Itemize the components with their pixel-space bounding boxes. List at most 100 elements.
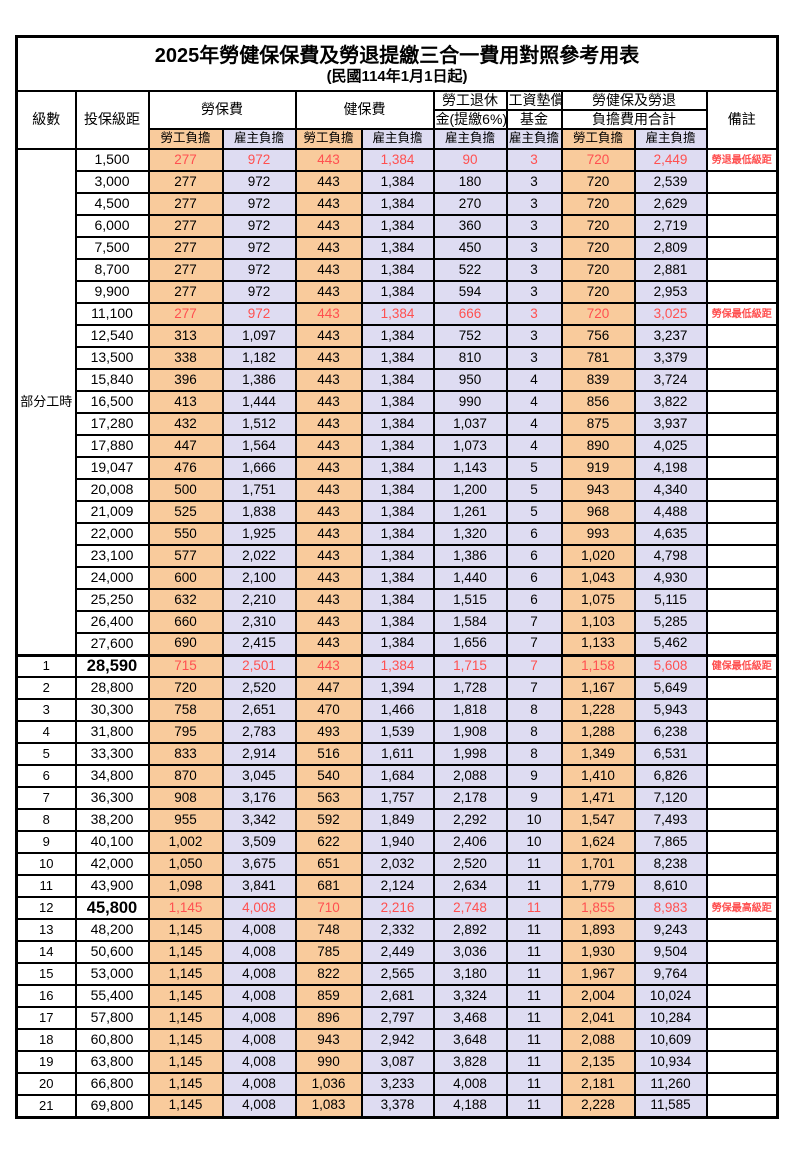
remark-cell <box>705 808 779 832</box>
table-row: 24,000 600 2,100 443 1,384 1,440 6 1,043 4,930 <box>17 566 779 590</box>
bracket-cell: 17,280 <box>74 412 150 436</box>
value-cell: 1,384 <box>360 456 435 480</box>
value-cell: 6,826 <box>633 764 708 788</box>
value-cell: 277 <box>147 236 224 260</box>
value-cell: 563 <box>294 786 363 810</box>
value-cell: 1,471 <box>560 786 636 810</box>
value-cell: 1,701 <box>560 852 636 876</box>
value-cell: 6 <box>505 588 563 612</box>
value-cell: 720 <box>147 676 224 700</box>
value-cell: 5,608 <box>633 653 708 678</box>
value-cell: 10 <box>505 830 563 854</box>
value-cell: 413 <box>147 390 224 414</box>
value-cell: 1,145 <box>147 984 224 1008</box>
value-cell: 2,651 <box>221 698 297 722</box>
level-cell: 5 <box>15 742 77 766</box>
remark-cell <box>705 544 779 568</box>
value-cell: 443 <box>294 258 363 282</box>
bracket-cell: 9,900 <box>74 280 150 304</box>
table-row: 部分工時 1,500 277 972 443 1,384 90 3 720 2,449 勞退最低級距 <box>15 148 779 656</box>
value-cell: 443 <box>294 324 363 348</box>
value-cell: 4,008 <box>221 1072 297 1096</box>
table-row: 8,700 277 972 443 1,384 522 3 720 2,881 <box>17 258 779 282</box>
table-row: 18 60,800 1,145 4,008 943 2,942 3,648 11 2,088 10… <box>15 1028 779 1052</box>
value-cell: 443 <box>294 632 363 656</box>
value-cell: 4,008 <box>221 896 297 920</box>
remark-cell <box>705 1028 779 1052</box>
value-cell: 277 <box>147 192 224 216</box>
value-cell: 5,462 <box>633 632 708 656</box>
remark-cell <box>705 456 779 480</box>
value-cell: 1,779 <box>560 874 636 898</box>
remark-cell <box>705 192 779 216</box>
value-cell: 1,751 <box>221 478 297 502</box>
subheader-employee: 勞工負擔 <box>147 128 224 150</box>
value-cell: 1,145 <box>147 962 224 986</box>
value-cell: 9 <box>505 764 563 788</box>
value-cell: 1,757 <box>360 786 435 810</box>
value-cell: 1,611 <box>360 742 435 766</box>
value-cell: 6,531 <box>633 742 708 766</box>
value-cell: 1,444 <box>221 390 297 414</box>
remark-cell <box>705 434 779 458</box>
title-cell: 2025年勞健保保費及勞退提繳三合一費用對照參考用表 (民國114年1月1日起) <box>15 35 779 92</box>
value-cell: 600 <box>147 566 224 590</box>
value-cell: 4,930 <box>633 566 708 590</box>
value-cell: 7,120 <box>633 786 708 810</box>
value-cell: 9,243 <box>633 918 708 942</box>
value-cell: 5 <box>505 500 563 524</box>
value-cell: 1,515 <box>432 588 508 612</box>
value-cell: 443 <box>294 500 363 524</box>
value-cell: 277 <box>147 170 224 194</box>
bracket-cell: 1,500 <box>74 148 150 172</box>
header-remark: 備註 <box>705 90 779 150</box>
bracket-cell: 31,800 <box>74 720 150 744</box>
remark-cell <box>705 236 779 260</box>
value-cell: 3,045 <box>221 764 297 788</box>
table-row: 1 28,590 715 2,501 443 1,384 1,715 7 1,158 5,608 健… <box>15 653 779 678</box>
value-cell: 3,025 <box>633 302 708 326</box>
bracket-cell: 19,047 <box>74 456 150 480</box>
remark-cell <box>705 1050 779 1074</box>
value-cell: 1,384 <box>360 566 435 590</box>
value-cell: 11 <box>505 940 563 964</box>
value-cell: 180 <box>432 170 508 194</box>
remark-cell <box>705 522 779 546</box>
value-cell: 4,008 <box>221 940 297 964</box>
value-cell: 632 <box>147 588 224 612</box>
value-cell: 10,284 <box>633 1006 708 1030</box>
level-cell: 3 <box>15 698 77 722</box>
header-row-1: 級數 投保級距 勞保費 健保費 勞工退休 工資墊償 勞健保及勞退 備註 <box>15 90 779 150</box>
value-cell: 4,008 <box>221 1028 297 1052</box>
value-cell: 1,145 <box>147 1094 224 1118</box>
bracket-cell: 11,100 <box>74 302 150 326</box>
table-row: 10 42,000 1,050 3,675 651 2,032 2,520 11 1,701 8,… <box>15 852 779 876</box>
value-cell: 1,145 <box>147 1006 224 1030</box>
table-row: 11 43,900 1,098 3,841 681 2,124 2,634 11 1,779 8,… <box>15 874 779 898</box>
remark-cell <box>705 346 779 370</box>
value-cell: 720 <box>560 214 636 238</box>
value-cell: 11,585 <box>633 1094 708 1118</box>
value-cell: 2,501 <box>221 653 297 678</box>
value-cell: 3 <box>505 324 563 348</box>
value-cell: 270 <box>432 192 508 216</box>
value-cell: 1,200 <box>432 478 508 502</box>
value-cell: 1,002 <box>147 830 224 854</box>
value-cell: 2,881 <box>633 258 708 282</box>
value-cell: 3 <box>505 258 563 282</box>
level-cell: 19 <box>15 1050 77 1074</box>
value-cell: 785 <box>294 940 363 964</box>
value-cell: 5,649 <box>633 676 708 700</box>
value-cell: 443 <box>294 434 363 458</box>
value-cell: 2,228 <box>560 1094 636 1118</box>
level-cell: 4 <box>15 720 77 744</box>
value-cell: 4,008 <box>221 1006 297 1030</box>
level-cell: 2 <box>15 676 77 700</box>
value-cell: 690 <box>147 632 224 656</box>
value-cell: 870 <box>147 764 224 788</box>
value-cell: 1,261 <box>432 500 508 524</box>
table-row: 3 30,300 758 2,651 470 1,466 1,818 8 1,228 5,943 <box>15 698 779 722</box>
value-cell: 1,145 <box>147 1050 224 1074</box>
bracket-cell: 48,200 <box>74 918 150 942</box>
value-cell: 11,260 <box>633 1072 708 1096</box>
